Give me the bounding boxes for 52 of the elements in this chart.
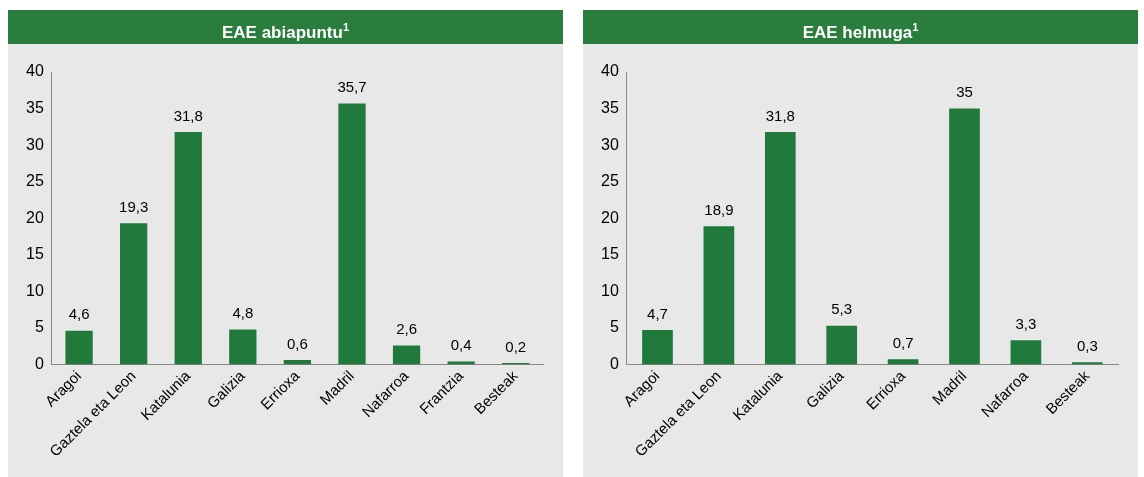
y-tick-label: 5: [609, 318, 619, 336]
data-label: 4,6: [68, 305, 90, 323]
bar: [392, 345, 421, 365]
data-label: 35,7: [337, 78, 367, 96]
data-label: 0,4: [450, 336, 472, 354]
y-tick-label: 0: [34, 354, 44, 372]
y-tick-label: 30: [601, 135, 619, 153]
y-tick-label: 30: [26, 135, 44, 153]
data-label: 0,3: [1076, 336, 1098, 354]
y-tick-label: 0: [609, 354, 619, 372]
bar: [338, 103, 366, 365]
chart-title: EAE helmuga$^{1}$: [583, 10, 1138, 44]
bar: [887, 359, 919, 365]
data-label: 18,9: [704, 200, 734, 218]
bar: [949, 108, 980, 365]
bar: [642, 330, 673, 365]
data-label: 4,8: [232, 304, 254, 322]
bar: [1010, 340, 1042, 365]
y-tick-label: 35: [26, 98, 44, 116]
data-label: 0,6: [286, 334, 308, 352]
y-tick-label: 20: [26, 208, 44, 226]
bar: [703, 226, 735, 365]
data-label: 19,3: [119, 198, 149, 215]
data-label: 31,8: [765, 106, 795, 124]
y-tick-label: 25: [601, 172, 619, 190]
chart-title: EAE abiapuntu$^{1}$: [8, 10, 563, 44]
y-tick-label: 10: [601, 281, 619, 299]
y-tick-label: 15: [601, 245, 619, 263]
bar: [120, 223, 148, 365]
bar: [1071, 362, 1103, 365]
y-tick-label: 15: [26, 245, 44, 263]
bar: [283, 360, 312, 365]
data-label: 2,6: [396, 320, 417, 338]
bar: [826, 325, 858, 365]
bar: [229, 329, 257, 365]
data-label: 4,7: [647, 304, 668, 322]
y-tick-label: 10: [26, 281, 44, 299]
bar: [764, 131, 796, 365]
data-label: 3,3: [1015, 315, 1037, 332]
bar: [174, 131, 202, 365]
data-label: 31,8: [173, 106, 203, 124]
data-label: 0,2: [505, 337, 527, 355]
y-tick-label: 40: [26, 62, 44, 80]
y-tick-label: 35: [601, 98, 619, 116]
y-tick-label: 5: [34, 318, 44, 336]
y-tick-label: 25: [26, 172, 44, 190]
data-label: 0,7: [892, 334, 914, 352]
y-tick-label: 20: [601, 208, 619, 226]
data-label: 5,3: [831, 300, 853, 318]
bar: [65, 330, 93, 365]
data-label: 35: [956, 83, 973, 101]
y-tick-label: 40: [601, 62, 619, 80]
